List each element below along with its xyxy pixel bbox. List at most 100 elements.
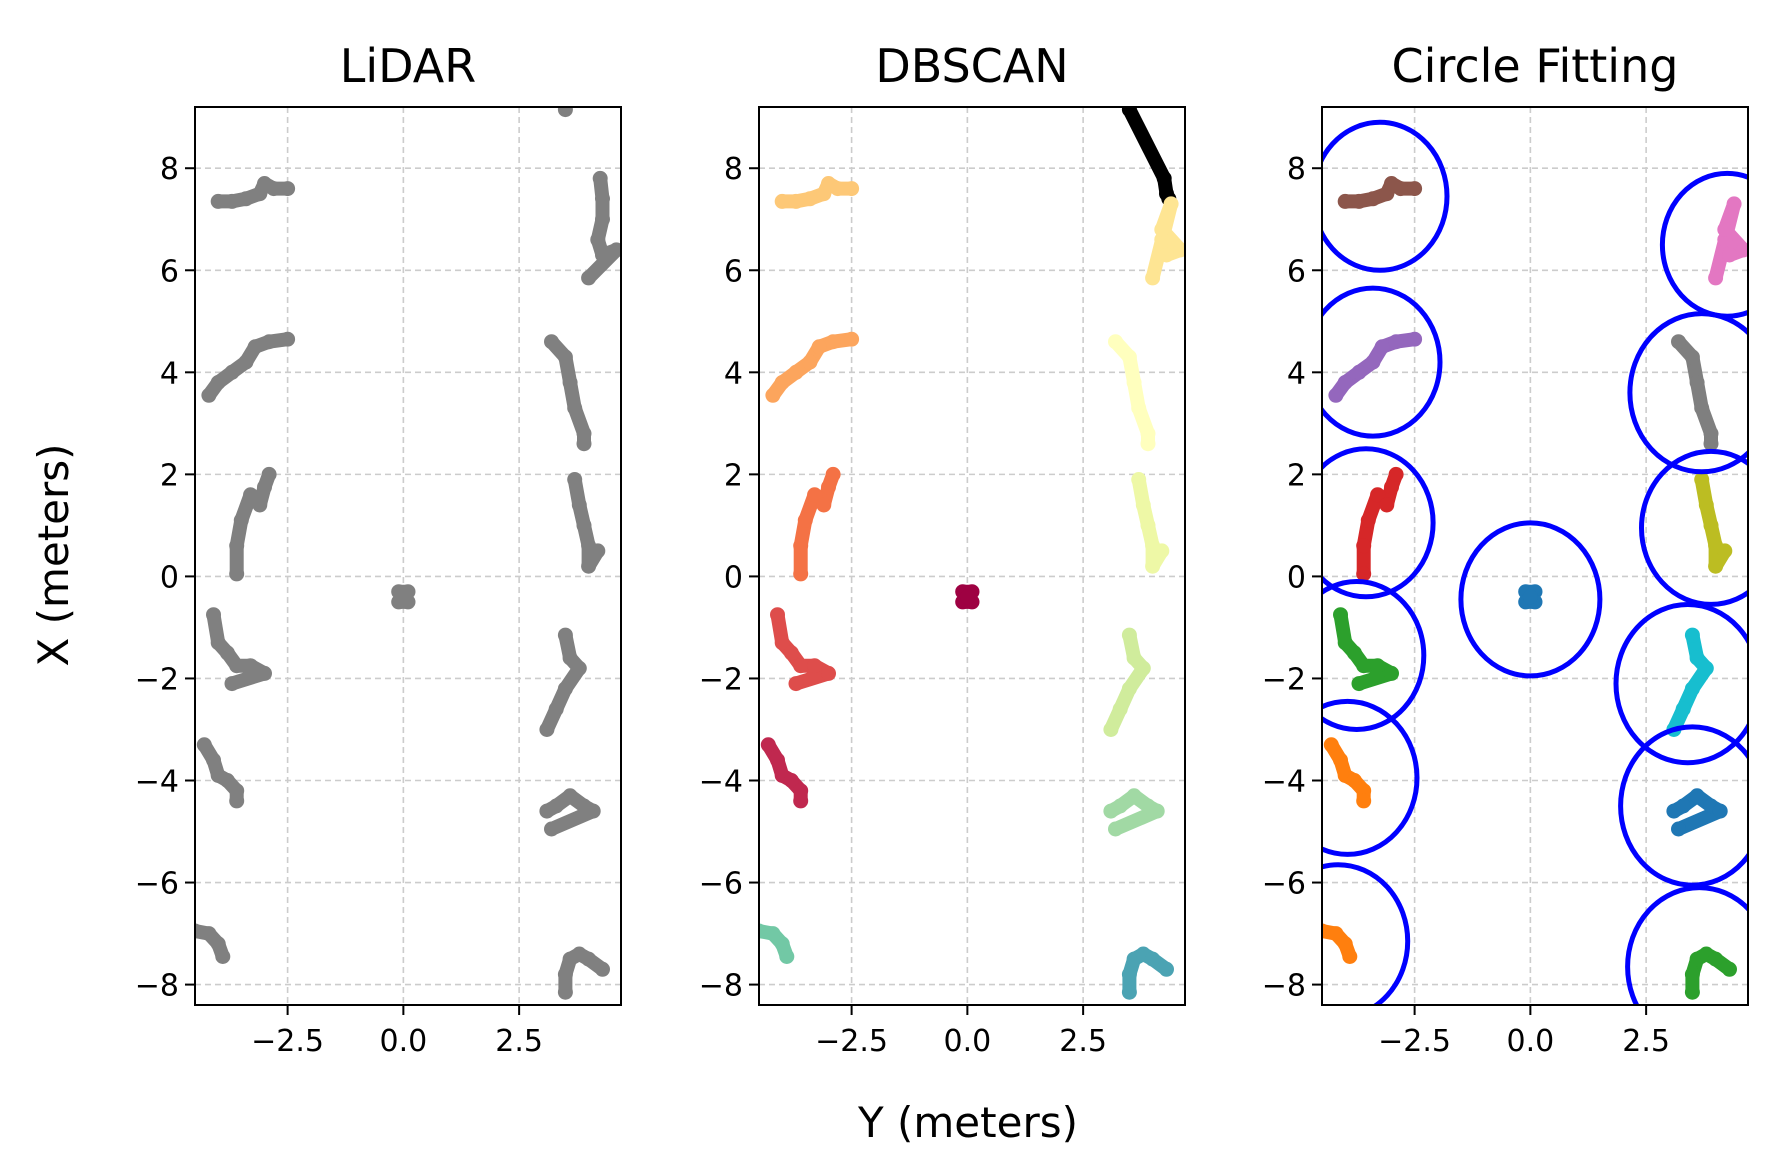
data-point (1393, 181, 1409, 197)
data-point (1684, 627, 1700, 643)
y-axis-label: X (meters) (29, 443, 78, 666)
data-point (1698, 660, 1714, 676)
data-point (1689, 650, 1705, 666)
cluster-9 (1108, 334, 1156, 452)
data-point (1698, 497, 1714, 513)
data-point (1135, 497, 1151, 513)
data-point (1356, 793, 1372, 809)
data-point (844, 181, 860, 197)
axes-frame (194, 106, 622, 1006)
data-point (1684, 349, 1700, 365)
data-point (261, 466, 277, 482)
data-point (765, 387, 781, 403)
data-point (1333, 607, 1348, 623)
data-point (1342, 949, 1358, 964)
data-point (759, 923, 767, 939)
data-point (1360, 512, 1376, 528)
data-point (1149, 803, 1165, 819)
data-point (257, 479, 272, 495)
cluster-10 (567, 472, 606, 574)
data-point (567, 472, 583, 487)
data-point (1131, 400, 1147, 416)
data-point (247, 339, 263, 355)
data-point (557, 681, 573, 697)
data-point (567, 400, 583, 416)
data-point (210, 375, 226, 390)
fitted-circle (1627, 311, 1748, 475)
fitted-circle (1639, 448, 1748, 607)
y-tick-label: 4 (160, 356, 179, 391)
y-tick-label: −4 (699, 765, 743, 800)
fitted-circle (1322, 285, 1443, 439)
cluster-7 (1708, 196, 1748, 286)
data-point (1154, 222, 1170, 237)
data-point (210, 193, 226, 209)
data-point (557, 107, 573, 118)
data-point (779, 949, 795, 964)
plot-area (195, 107, 621, 1000)
data-point (821, 665, 836, 681)
fitted-circle (1613, 602, 1748, 766)
data-point (196, 737, 212, 753)
cluster-8 (1145, 196, 1185, 286)
data-point (825, 334, 841, 350)
y-tick-label: −2 (1262, 662, 1306, 697)
data-point (266, 181, 282, 197)
cluster-5 (1322, 923, 1358, 964)
data-point (1159, 961, 1174, 977)
data-point (215, 949, 231, 964)
panel-title: DBSCAN (875, 39, 1068, 93)
data-point (1145, 951, 1161, 967)
y-tick-label: 2 (160, 458, 179, 493)
data-point (793, 658, 809, 674)
data-point (1145, 270, 1161, 286)
data-point (774, 375, 790, 390)
data-point (793, 566, 809, 582)
cluster-0 (1337, 176, 1423, 209)
data-point (1131, 472, 1147, 487)
cluster-1 (765, 331, 860, 403)
data-point (1675, 798, 1691, 814)
data-point (1121, 984, 1137, 1000)
data-point (1126, 788, 1142, 804)
data-point (1337, 375, 1353, 390)
data-point (210, 936, 226, 952)
data-point (1703, 436, 1719, 452)
data-point (1722, 961, 1737, 977)
data-point (1671, 334, 1686, 350)
data-point (595, 191, 610, 207)
data-point (1351, 364, 1367, 380)
x-tick-label: 2.5 (1622, 1024, 1670, 1059)
cluster-1 (1328, 331, 1423, 403)
data-point (783, 773, 799, 788)
cluster-8 (1671, 334, 1719, 452)
data-point (206, 752, 221, 768)
data-point (233, 512, 249, 528)
data-point (1675, 701, 1691, 717)
data-point (788, 193, 804, 209)
y-tick-label: 6 (1287, 254, 1306, 289)
data-point (1689, 375, 1705, 390)
data-point (774, 193, 790, 209)
data-point (229, 566, 245, 582)
data-point (1121, 627, 1137, 643)
data-point (1726, 196, 1742, 212)
data-point (765, 926, 781, 942)
data-point (539, 722, 555, 737)
data-point (252, 497, 268, 513)
data-point (793, 793, 809, 809)
data-point (788, 364, 804, 380)
data-point (557, 984, 573, 1000)
y-tick-label: −8 (135, 969, 179, 1004)
data-point (395, 589, 411, 605)
cluster-6 (1518, 584, 1543, 610)
data-point (1735, 242, 1748, 258)
panel-dbscan: −2.5 0.0 2.5 8 6 4 2 0 −2 −4 −6 −8 DBSCAN (699, 39, 1186, 1059)
data-point (1126, 375, 1142, 390)
cluster-3 (770, 607, 836, 692)
data-point (557, 349, 573, 365)
data-point (1163, 196, 1179, 212)
data-point (1374, 339, 1390, 355)
data-point (581, 270, 597, 286)
